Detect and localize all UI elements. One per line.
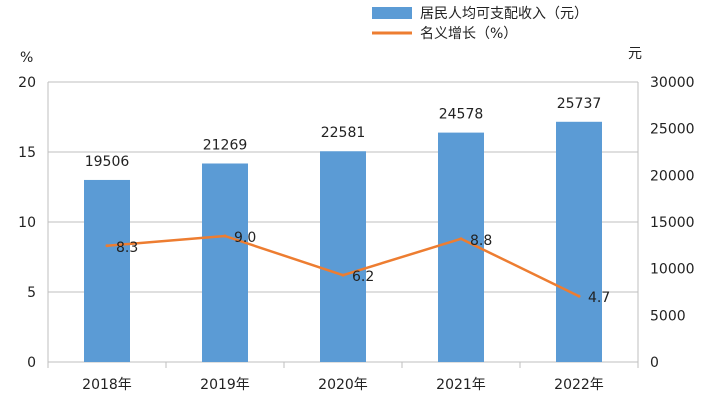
left-tick-label: 0 (27, 355, 36, 371)
line-point (577, 294, 581, 298)
bar (556, 121, 602, 363)
right-tick-label: 0 (650, 355, 659, 371)
line-point (459, 237, 463, 241)
x-tick-label: 2019年 (200, 377, 250, 393)
x-tick-label: 2022年 (554, 377, 604, 393)
right-axis-unit: 元 (628, 46, 642, 62)
x-tick-label: 2021年 (436, 377, 486, 393)
bar (320, 151, 366, 362)
right-tick-label: 10000 (650, 262, 695, 278)
right-tick-label: 30000 (650, 75, 695, 91)
line-series (105, 234, 581, 298)
axes: 0 5 10 15 20 0 5000 10000 15000 20000 25000 30000 20… (18, 75, 694, 393)
line-value-label: 9.0 (234, 230, 256, 246)
legend-bar-swatch (372, 7, 412, 19)
line-point (105, 244, 109, 248)
line-value-label: 8.8 (470, 233, 492, 249)
right-tick-label: 15000 (650, 215, 695, 231)
left-axis-unit: % (20, 50, 33, 66)
bar-value-label: 25737 (557, 96, 602, 112)
left-tick-label: 20 (18, 75, 36, 91)
left-tick-label: 15 (18, 145, 36, 161)
line-point (341, 273, 345, 277)
line-value-label: 8.3 (116, 240, 138, 256)
left-tick-label: 5 (27, 285, 36, 301)
right-tick-label: 25000 (650, 122, 695, 138)
legend-line-label: 名义增长（%） (420, 26, 517, 42)
line-point (223, 234, 227, 238)
line-value-label: 6.2 (352, 269, 374, 285)
legend-bar-label: 居民人均可支配收入（元） (420, 6, 588, 22)
data-labels: 19506 21269 22581 24578 25737 8.3 9.0 6.2 8.8 4.7 (85, 96, 611, 306)
line-value-label: 4.7 (588, 290, 610, 306)
bar (84, 179, 130, 362)
bar-value-label: 24578 (439, 107, 484, 123)
x-tick-label: 2020年 (318, 377, 368, 393)
right-tick-label: 5000 (650, 308, 686, 324)
bar (202, 163, 248, 362)
left-tick-label: 10 (18, 215, 36, 231)
bar-value-label: 19506 (85, 154, 130, 170)
right-tick-label: 20000 (650, 168, 695, 184)
bar-value-label: 22581 (321, 125, 366, 141)
legend: 居民人均可支配收入（元） 名义增长（%） (372, 6, 588, 42)
x-tick-label: 2018年 (82, 377, 132, 393)
bar-value-label: 21269 (203, 137, 248, 153)
